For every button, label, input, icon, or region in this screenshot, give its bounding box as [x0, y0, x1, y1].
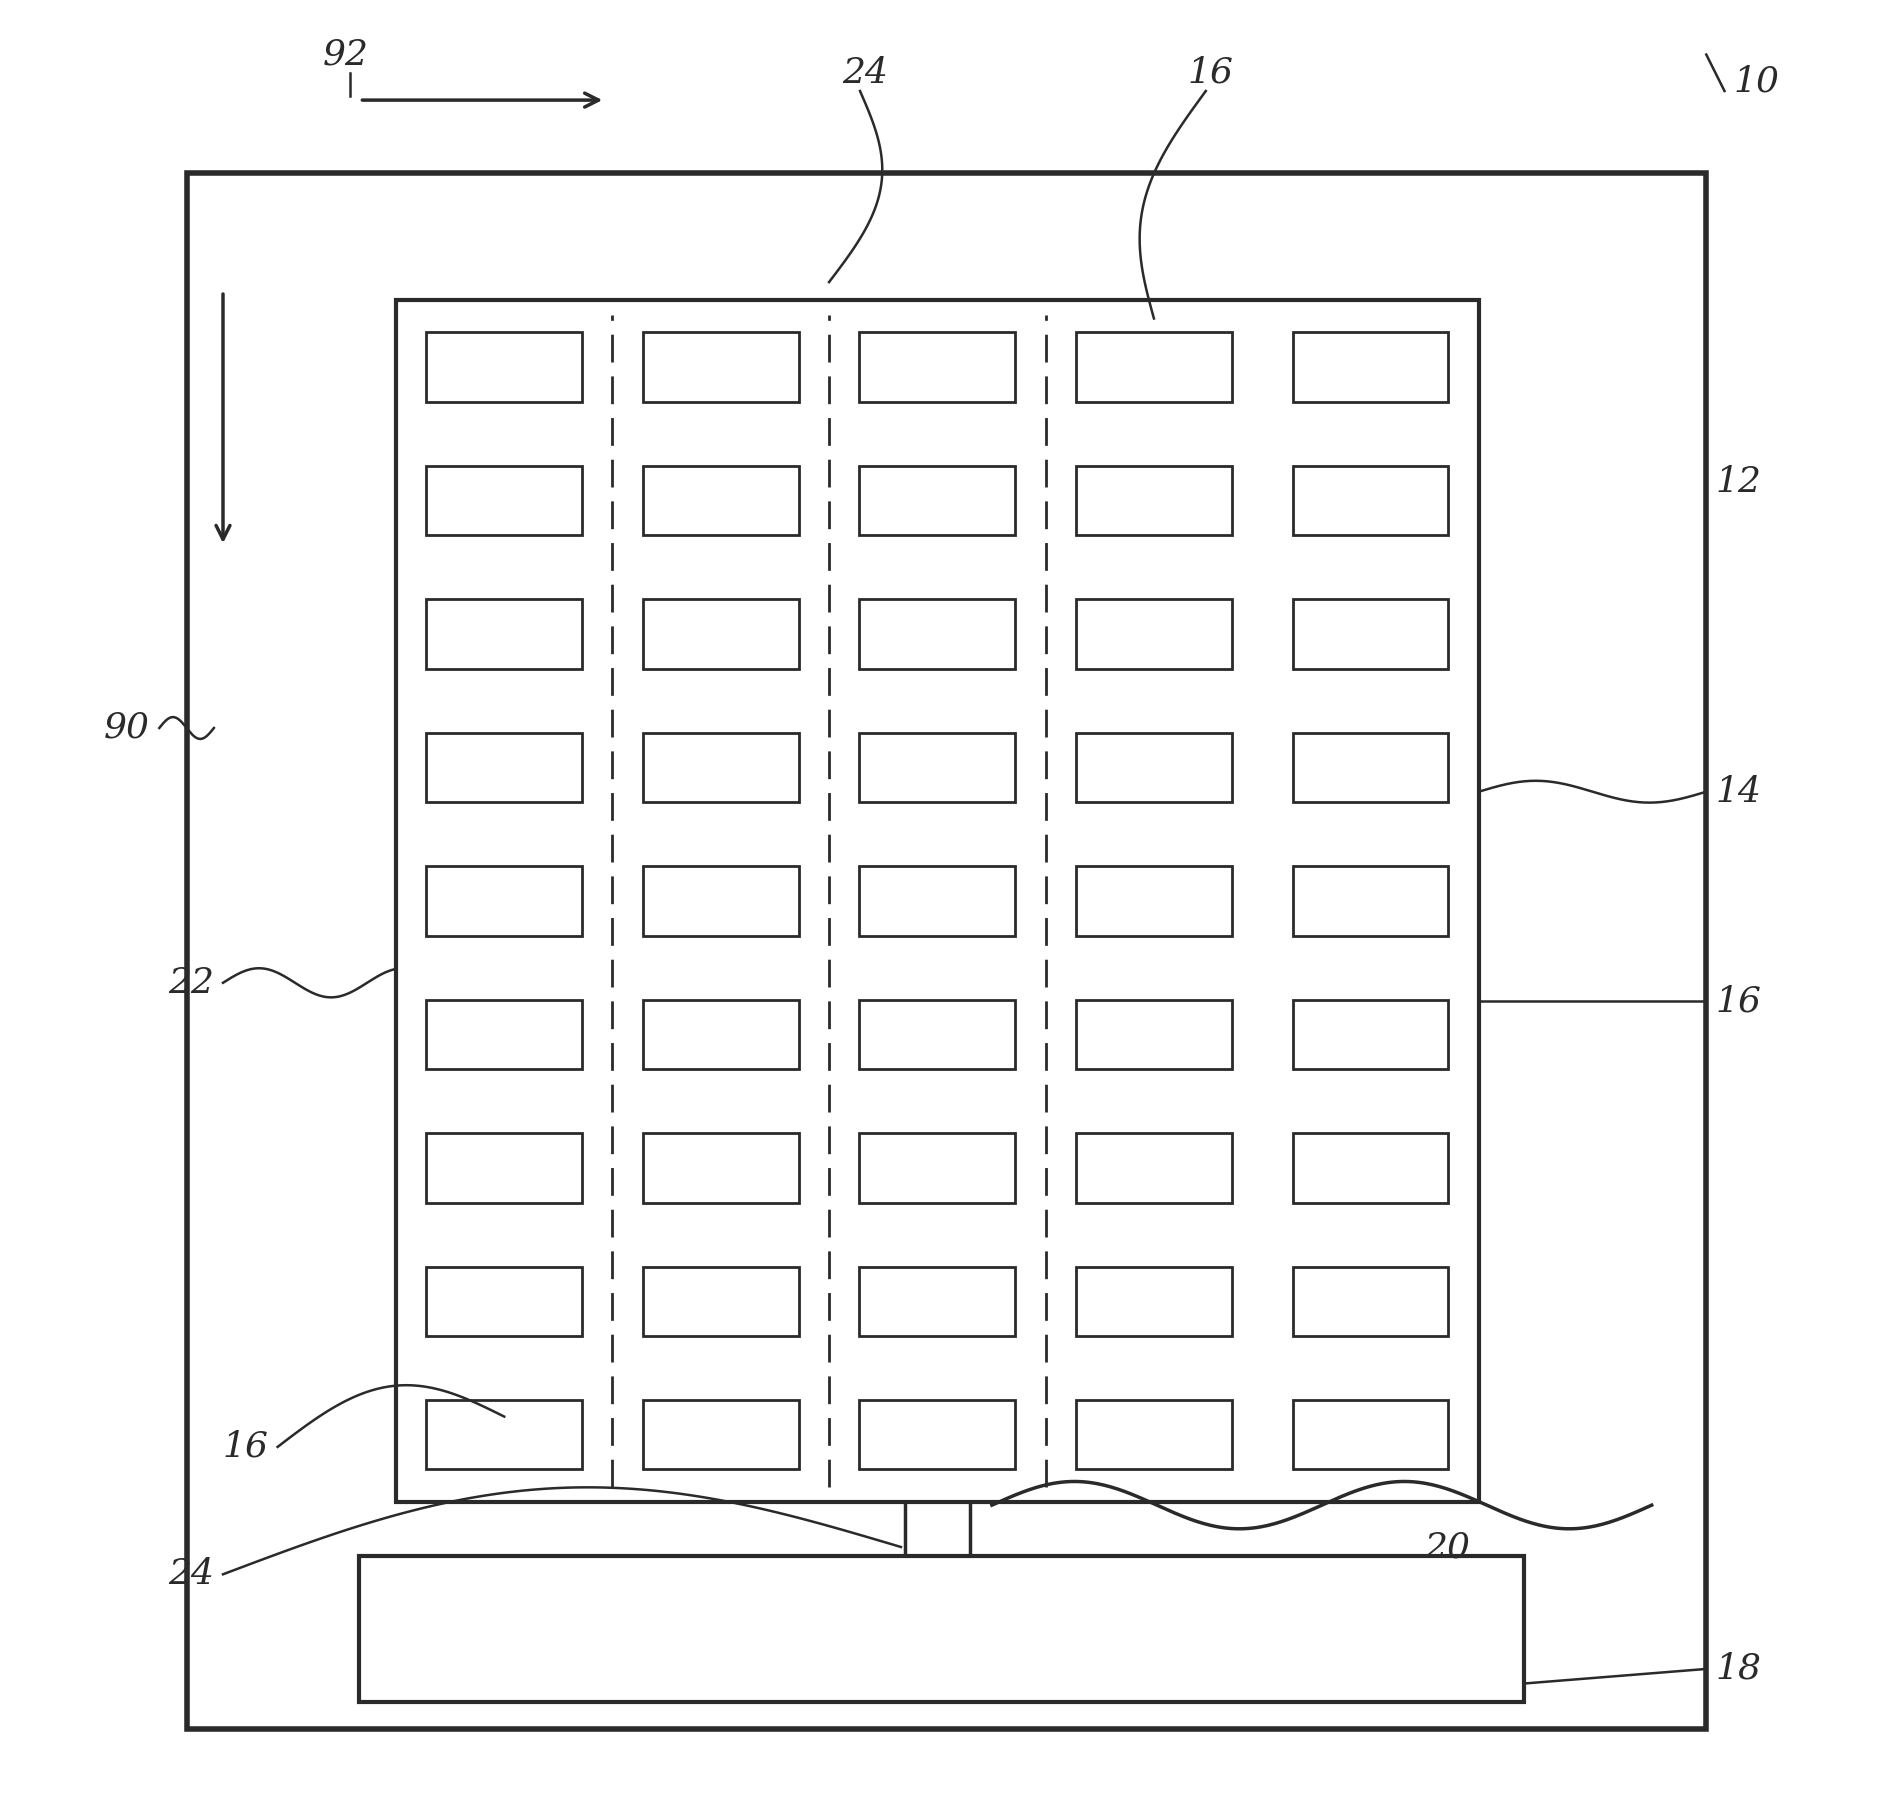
Text: 10: 10 [1733, 66, 1780, 98]
Bar [426, 999, 582, 1068]
Bar [1293, 733, 1449, 803]
Bar [426, 599, 582, 668]
Bar [426, 733, 582, 803]
Bar [643, 999, 799, 1068]
Bar [1293, 466, 1449, 535]
Bar [860, 466, 1016, 535]
Bar [1293, 1267, 1449, 1336]
Bar [643, 1267, 799, 1336]
Bar [1293, 866, 1449, 935]
Text: 14: 14 [1716, 775, 1761, 808]
Text: 18: 18 [1716, 1653, 1761, 1685]
Text: 12: 12 [1716, 466, 1761, 499]
Bar [1077, 999, 1232, 1068]
Bar [426, 466, 582, 535]
Bar [1077, 733, 1232, 803]
Bar [643, 1400, 799, 1469]
Bar [1077, 1267, 1232, 1336]
Bar [1077, 1134, 1232, 1203]
Bar [643, 866, 799, 935]
Bar [860, 599, 1016, 668]
Bar [1293, 999, 1449, 1068]
Bar [396, 300, 1478, 1501]
Bar [860, 333, 1016, 402]
Text: 16: 16 [1187, 56, 1234, 89]
Bar [426, 1134, 582, 1203]
Text: 22: 22 [167, 966, 213, 999]
Bar [860, 1134, 1016, 1203]
Text: 90: 90 [105, 712, 150, 744]
Text: 92: 92 [323, 38, 369, 71]
Bar [860, 1400, 1016, 1469]
Text: 16: 16 [1716, 985, 1761, 1017]
Bar [643, 733, 799, 803]
Bar [643, 466, 799, 535]
Bar [426, 1267, 582, 1336]
Text: 24: 24 [167, 1558, 213, 1591]
Bar [1293, 599, 1449, 668]
Bar [860, 1267, 1016, 1336]
Bar [860, 999, 1016, 1068]
Text: 24: 24 [843, 56, 888, 89]
Bar [643, 1134, 799, 1203]
Bar [359, 1556, 1524, 1702]
Bar [186, 173, 1706, 1729]
Bar [860, 733, 1016, 803]
Bar [1293, 333, 1449, 402]
Bar [1077, 1400, 1232, 1469]
Text: 20: 20 [1425, 1531, 1470, 1563]
Bar [426, 1400, 582, 1469]
Bar [1077, 466, 1232, 535]
Bar [1293, 1400, 1449, 1469]
Bar [1077, 866, 1232, 935]
Text: 16: 16 [223, 1431, 268, 1463]
Bar [1077, 599, 1232, 668]
Bar [1077, 333, 1232, 402]
Bar [643, 333, 799, 402]
Bar [643, 599, 799, 668]
Bar [1293, 1134, 1449, 1203]
Bar [860, 866, 1016, 935]
Bar [426, 866, 582, 935]
Bar [426, 333, 582, 402]
